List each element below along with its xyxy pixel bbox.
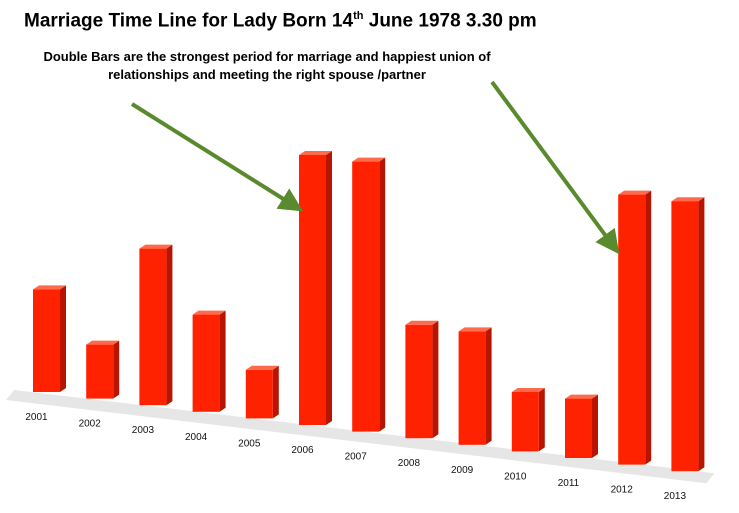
- bar-side: [219, 310, 226, 412]
- bar-top: [458, 327, 492, 332]
- bar-top: [192, 310, 226, 315]
- bar-front: [565, 398, 592, 458]
- bar-front: [458, 331, 486, 445]
- x-tick-label: 2013: [664, 491, 687, 502]
- bar-top: [671, 197, 705, 202]
- bar-2003: [139, 244, 173, 406]
- chart-title: Marriage Time Line for Lady Born 14th Ju…: [24, 10, 537, 32]
- bar-top: [352, 157, 386, 162]
- bar-2011: [565, 394, 598, 458]
- bar-2004: [192, 310, 226, 412]
- bar-2010: [511, 388, 545, 452]
- bar-side: [60, 285, 66, 392]
- annotation-line-2: relationships and meeting the right spou…: [108, 67, 426, 82]
- bar-front: [511, 392, 539, 452]
- x-tick-label: 2005: [238, 438, 261, 449]
- bar-side: [113, 340, 120, 399]
- bar-front: [139, 248, 167, 406]
- title-main: Marriage Time Line for Lady Born 14: [24, 10, 354, 32]
- bar-top: [565, 394, 598, 399]
- bar-front: [671, 201, 699, 472]
- x-tick-label: 2007: [345, 452, 368, 463]
- bar-2012: [618, 190, 652, 465]
- bar-side: [698, 197, 705, 472]
- annotation-arrows: [130, 80, 620, 255]
- bar-top: [511, 388, 545, 392]
- annotation: Double Bars are the strongest period for…: [20, 48, 514, 84]
- x-tick-label: 2004: [185, 432, 208, 443]
- bar-2009: [458, 327, 492, 445]
- bar-side: [485, 327, 492, 445]
- x-tick-label: 2006: [291, 445, 314, 456]
- bar-2002: [86, 340, 120, 399]
- bar-2006: [299, 151, 332, 425]
- bar-2013: [671, 197, 705, 472]
- bar-front: [192, 314, 220, 412]
- bar-2008: [405, 320, 439, 439]
- x-tick-label: 2001: [25, 412, 48, 423]
- bar-side: [538, 388, 545, 452]
- bar-front: [352, 161, 380, 432]
- bar-front: [245, 369, 273, 419]
- bar-front: [33, 289, 60, 392]
- bar-front: [618, 194, 646, 465]
- bar-side: [272, 365, 279, 419]
- title-superscript: th: [353, 10, 364, 22]
- chart-floor: [6, 390, 715, 484]
- bar-side: [645, 190, 652, 465]
- bars: [33, 151, 705, 472]
- bar-front: [405, 324, 433, 439]
- x-tick-label: 2012: [611, 485, 634, 496]
- bar-top: [139, 244, 173, 249]
- bar-2001: [33, 285, 66, 392]
- bar-2005: [245, 365, 279, 419]
- bar-top: [405, 320, 439, 325]
- arrow-to-2012: [490, 80, 620, 255]
- bar-side: [432, 320, 439, 439]
- bar-side: [326, 151, 332, 425]
- x-tick-label: 2009: [451, 465, 474, 476]
- bar-top: [618, 190, 652, 195]
- bar-2007: [352, 157, 386, 432]
- bar-front: [86, 344, 114, 399]
- bar-top: [33, 285, 66, 290]
- x-tick-label: 2002: [79, 419, 102, 430]
- x-tick-label: 2010: [504, 471, 527, 482]
- bar-front: [299, 155, 326, 425]
- x-tick-label: 2011: [558, 478, 580, 489]
- x-tick-label: 2008: [398, 458, 421, 469]
- bar-top: [86, 340, 120, 345]
- x-tick-label: 2003: [132, 425, 155, 436]
- floor-band: [6, 390, 715, 484]
- bar-side: [166, 244, 173, 406]
- arrow-to-2006: [130, 102, 304, 212]
- bar-side: [592, 394, 598, 458]
- bar-side: [379, 157, 386, 432]
- bar-top: [245, 365, 279, 370]
- annotation-line-1: Double Bars are the strongest period for…: [43, 49, 491, 64]
- title-rest: June 1978 3.30 pm: [363, 10, 537, 32]
- bar-top: [299, 151, 332, 155]
- x-axis-labels: 2001 2002 2003 2004 2005 2006 2007 2008 2009 2010…: [25, 412, 686, 502]
